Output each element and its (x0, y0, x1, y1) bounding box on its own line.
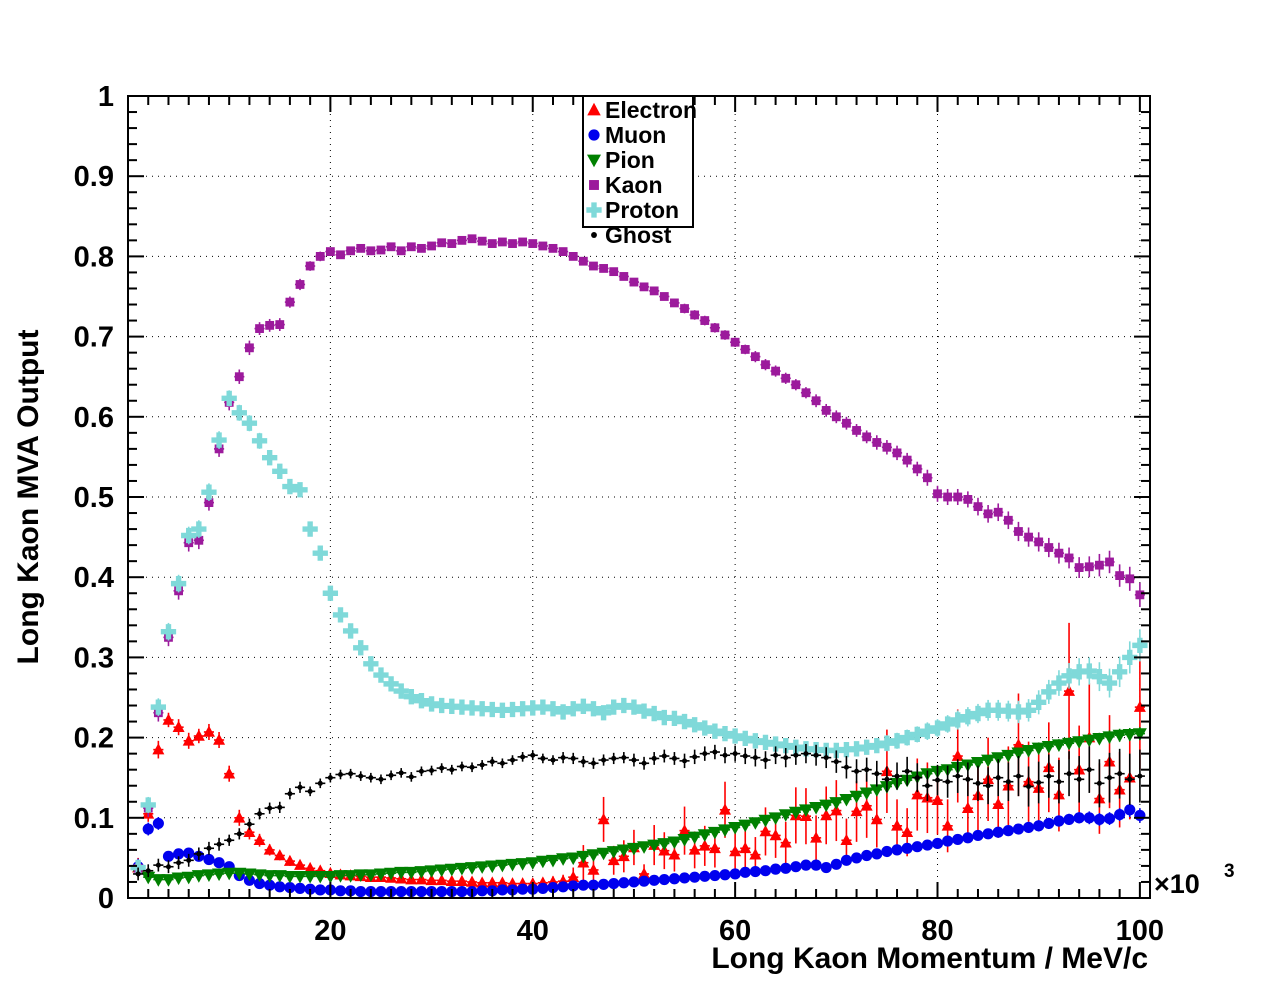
x-tick-label: 80 (921, 915, 953, 947)
x-tick-label: 40 (517, 915, 549, 947)
x-axis-tick-labels: 20 40 60 80 100 (314, 915, 1164, 947)
y-tick-label: 0.7 (74, 322, 114, 354)
legend-item-pion[interactable]: Pion (586, 147, 655, 173)
legend-label: Electron (605, 97, 697, 123)
legend-item-kaon[interactable]: Kaon (589, 172, 663, 198)
y-tick-label: 0.5 (74, 482, 114, 514)
x-axis-exponent-base: ×10 (1154, 869, 1200, 899)
circle-icon (588, 129, 600, 141)
y-axis-title: Long Kaon MVA Output (12, 330, 45, 665)
data-series-layer (130, 234, 1148, 898)
x-axis-exponent-power: 3 (1224, 861, 1235, 882)
legend-label: Ghost (605, 222, 672, 248)
x-axis-title: Long Kaon Momentum / MeV/c (711, 942, 1148, 975)
y-tick-label: 0.6 (74, 402, 114, 434)
y-tick-label: 0 (98, 883, 114, 915)
series-pion (131, 727, 1147, 887)
y-tick-label: 0.8 (74, 241, 114, 273)
dot-icon (591, 232, 597, 238)
legend-item-ghost[interactable]: Ghost (591, 222, 672, 248)
legend-label: Muon (605, 122, 666, 148)
series-ghost (133, 744, 1145, 881)
x-tick-label: 100 (1116, 915, 1164, 947)
legend-label: Proton (605, 197, 679, 223)
legend-item-proton[interactable]: Proton (586, 197, 679, 223)
cross-icon (586, 202, 602, 218)
legend-label: Kaon (605, 172, 663, 198)
y-axis-tick-labels: 0 0.1 0.2 0.3 0.4 0.5 0.6 0.7 0.8 0.9 1 (74, 81, 114, 915)
x-tick-label: 60 (719, 915, 751, 947)
legend-label: Pion (605, 147, 655, 173)
y-tick-label: 0.4 (74, 562, 114, 594)
y-tick-label: 0.2 (74, 723, 114, 755)
y-tick-label: 1 (98, 81, 114, 113)
axis-ticks (127, 95, 1150, 899)
legend-item-electron[interactable]: Electron (587, 97, 697, 123)
legend-item-muon[interactable]: Muon (588, 122, 666, 148)
y-tick-label: 0.9 (74, 161, 114, 193)
y-tick-label: 0.1 (74, 803, 114, 835)
series-muon (132, 802, 1146, 898)
triangle-down-icon (586, 154, 602, 168)
triangle-up-icon (587, 102, 601, 116)
y-tick-label: 0.3 (74, 642, 114, 674)
x-tick-label: 20 (314, 915, 346, 947)
square-icon (589, 180, 599, 190)
